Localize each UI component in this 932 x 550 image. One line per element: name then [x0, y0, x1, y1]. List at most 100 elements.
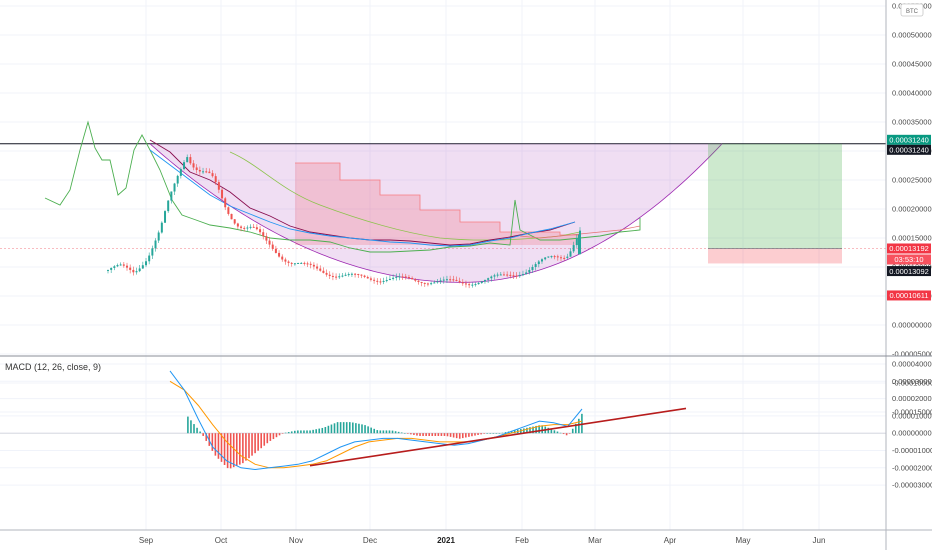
macd-histogram-bar [416, 433, 418, 436]
macd-histogram-bar [190, 420, 192, 434]
currency-badge-box[interactable] [900, 3, 924, 17]
currency-badge-layer[interactable]: BTC [900, 3, 924, 17]
macd-histogram-bar [510, 430, 513, 434]
macd-histogram-bar [266, 433, 269, 444]
candle-body [198, 169, 201, 172]
candle-body [477, 282, 480, 285]
macd-histogram-bar [407, 433, 409, 434]
candle-body [420, 281, 423, 283]
candle-body [354, 273, 357, 275]
profit-zone [708, 143, 842, 249]
cup-outline [149, 143, 723, 283]
macd-histogram-bar [339, 422, 342, 434]
candle-body [233, 219, 236, 224]
price-tag [887, 243, 931, 254]
macd-histogram-bar [452, 433, 455, 438]
price-axis-label: -0.00005000 [892, 350, 932, 359]
candle-body [363, 275, 366, 277]
tenkan-sen [149, 149, 576, 247]
price-axis-label: -0.00010000 [892, 379, 932, 388]
candle-body [335, 276, 338, 278]
candle-body [135, 271, 138, 273]
candle-body [287, 261, 290, 263]
macd-histogram-bar [348, 422, 351, 434]
candle-body [464, 283, 467, 285]
macd-histogram-bar [578, 418, 580, 434]
candle-body [452, 279, 455, 281]
candle-body [255, 227, 258, 230]
candle-body [189, 157, 192, 164]
macd-histogram-bar [559, 432, 562, 434]
lagging-span-red [519, 225, 641, 239]
candle-body [214, 176, 217, 183]
candle-body [439, 280, 442, 282]
macd-histogram-bar [498, 433, 501, 434]
macd-histogram-bar [287, 432, 290, 434]
macd-histogram-bar [239, 433, 241, 465]
candle-body [236, 223, 239, 227]
price-tag-label: 0.00013092 [889, 267, 929, 276]
macd-histogram-bar [513, 430, 516, 434]
candle-body [423, 282, 426, 284]
macd-histogram-bar [226, 433, 229, 469]
macd-histogram-bar [254, 433, 256, 454]
price-axis-label: -0.00015000 [892, 408, 932, 417]
candle-body [151, 248, 154, 256]
candle-body [388, 278, 391, 281]
candle-body [550, 256, 553, 258]
kumo-cloud [295, 163, 580, 245]
price-axis-label: 0.00040000 [892, 89, 932, 98]
candle-body [284, 259, 287, 262]
candle-body [385, 280, 388, 282]
macd-histogram-bar [532, 426, 534, 434]
senkou-span-b [295, 162, 580, 236]
price-tag [887, 144, 931, 155]
macd-histogram-bar [379, 430, 382, 434]
macd-histogram-bar [193, 424, 195, 434]
macd-histogram-bar [364, 425, 366, 434]
position-tool-layer[interactable] [708, 143, 842, 264]
candle-body [455, 279, 458, 281]
candle-body [569, 251, 572, 257]
macd-histogram-bar [272, 433, 275, 440]
macd-histogram-bar [480, 433, 482, 435]
macd-axis-label: -0.00003000 [892, 481, 932, 490]
macd-histogram-bar [321, 427, 324, 434]
candle-body [173, 183, 176, 192]
price-axis-label: 0.00020000 [892, 205, 932, 214]
candle-body [107, 269, 109, 271]
macd-histogram-bar [214, 433, 217, 456]
macd-histogram-bar [229, 433, 232, 469]
candle-body [436, 281, 439, 283]
macd-histogram-bar [471, 433, 473, 437]
macd-histogram-bar [248, 433, 250, 459]
macd-histogram-bar [400, 432, 403, 434]
time-axis-label: Oct [215, 536, 228, 545]
macd-histogram-bar [303, 430, 305, 434]
candle-body [445, 279, 448, 281]
candle-body [306, 263, 309, 265]
candle-body [404, 276, 407, 278]
grid-layer [0, 0, 886, 530]
candle-body [417, 280, 420, 282]
candle-body [471, 284, 474, 286]
candle-body [487, 278, 490, 280]
macd-histogram-bar [269, 433, 272, 441]
candle-body [227, 207, 230, 214]
candle-body [312, 264, 315, 267]
candle-body [483, 279, 486, 282]
macd-histogram-bar [547, 427, 550, 434]
macd-histogram-bar [333, 423, 336, 434]
macd-histogram-bar [391, 430, 394, 434]
candle-body [512, 275, 515, 277]
macd-histogram-bar [388, 430, 391, 434]
macd-histogram-bar [431, 433, 434, 436]
candle-body [262, 232, 265, 237]
candle-body [268, 240, 271, 245]
candle-body [540, 259, 543, 262]
candle-body [297, 262, 300, 264]
macd-histogram-bar [202, 433, 204, 436]
